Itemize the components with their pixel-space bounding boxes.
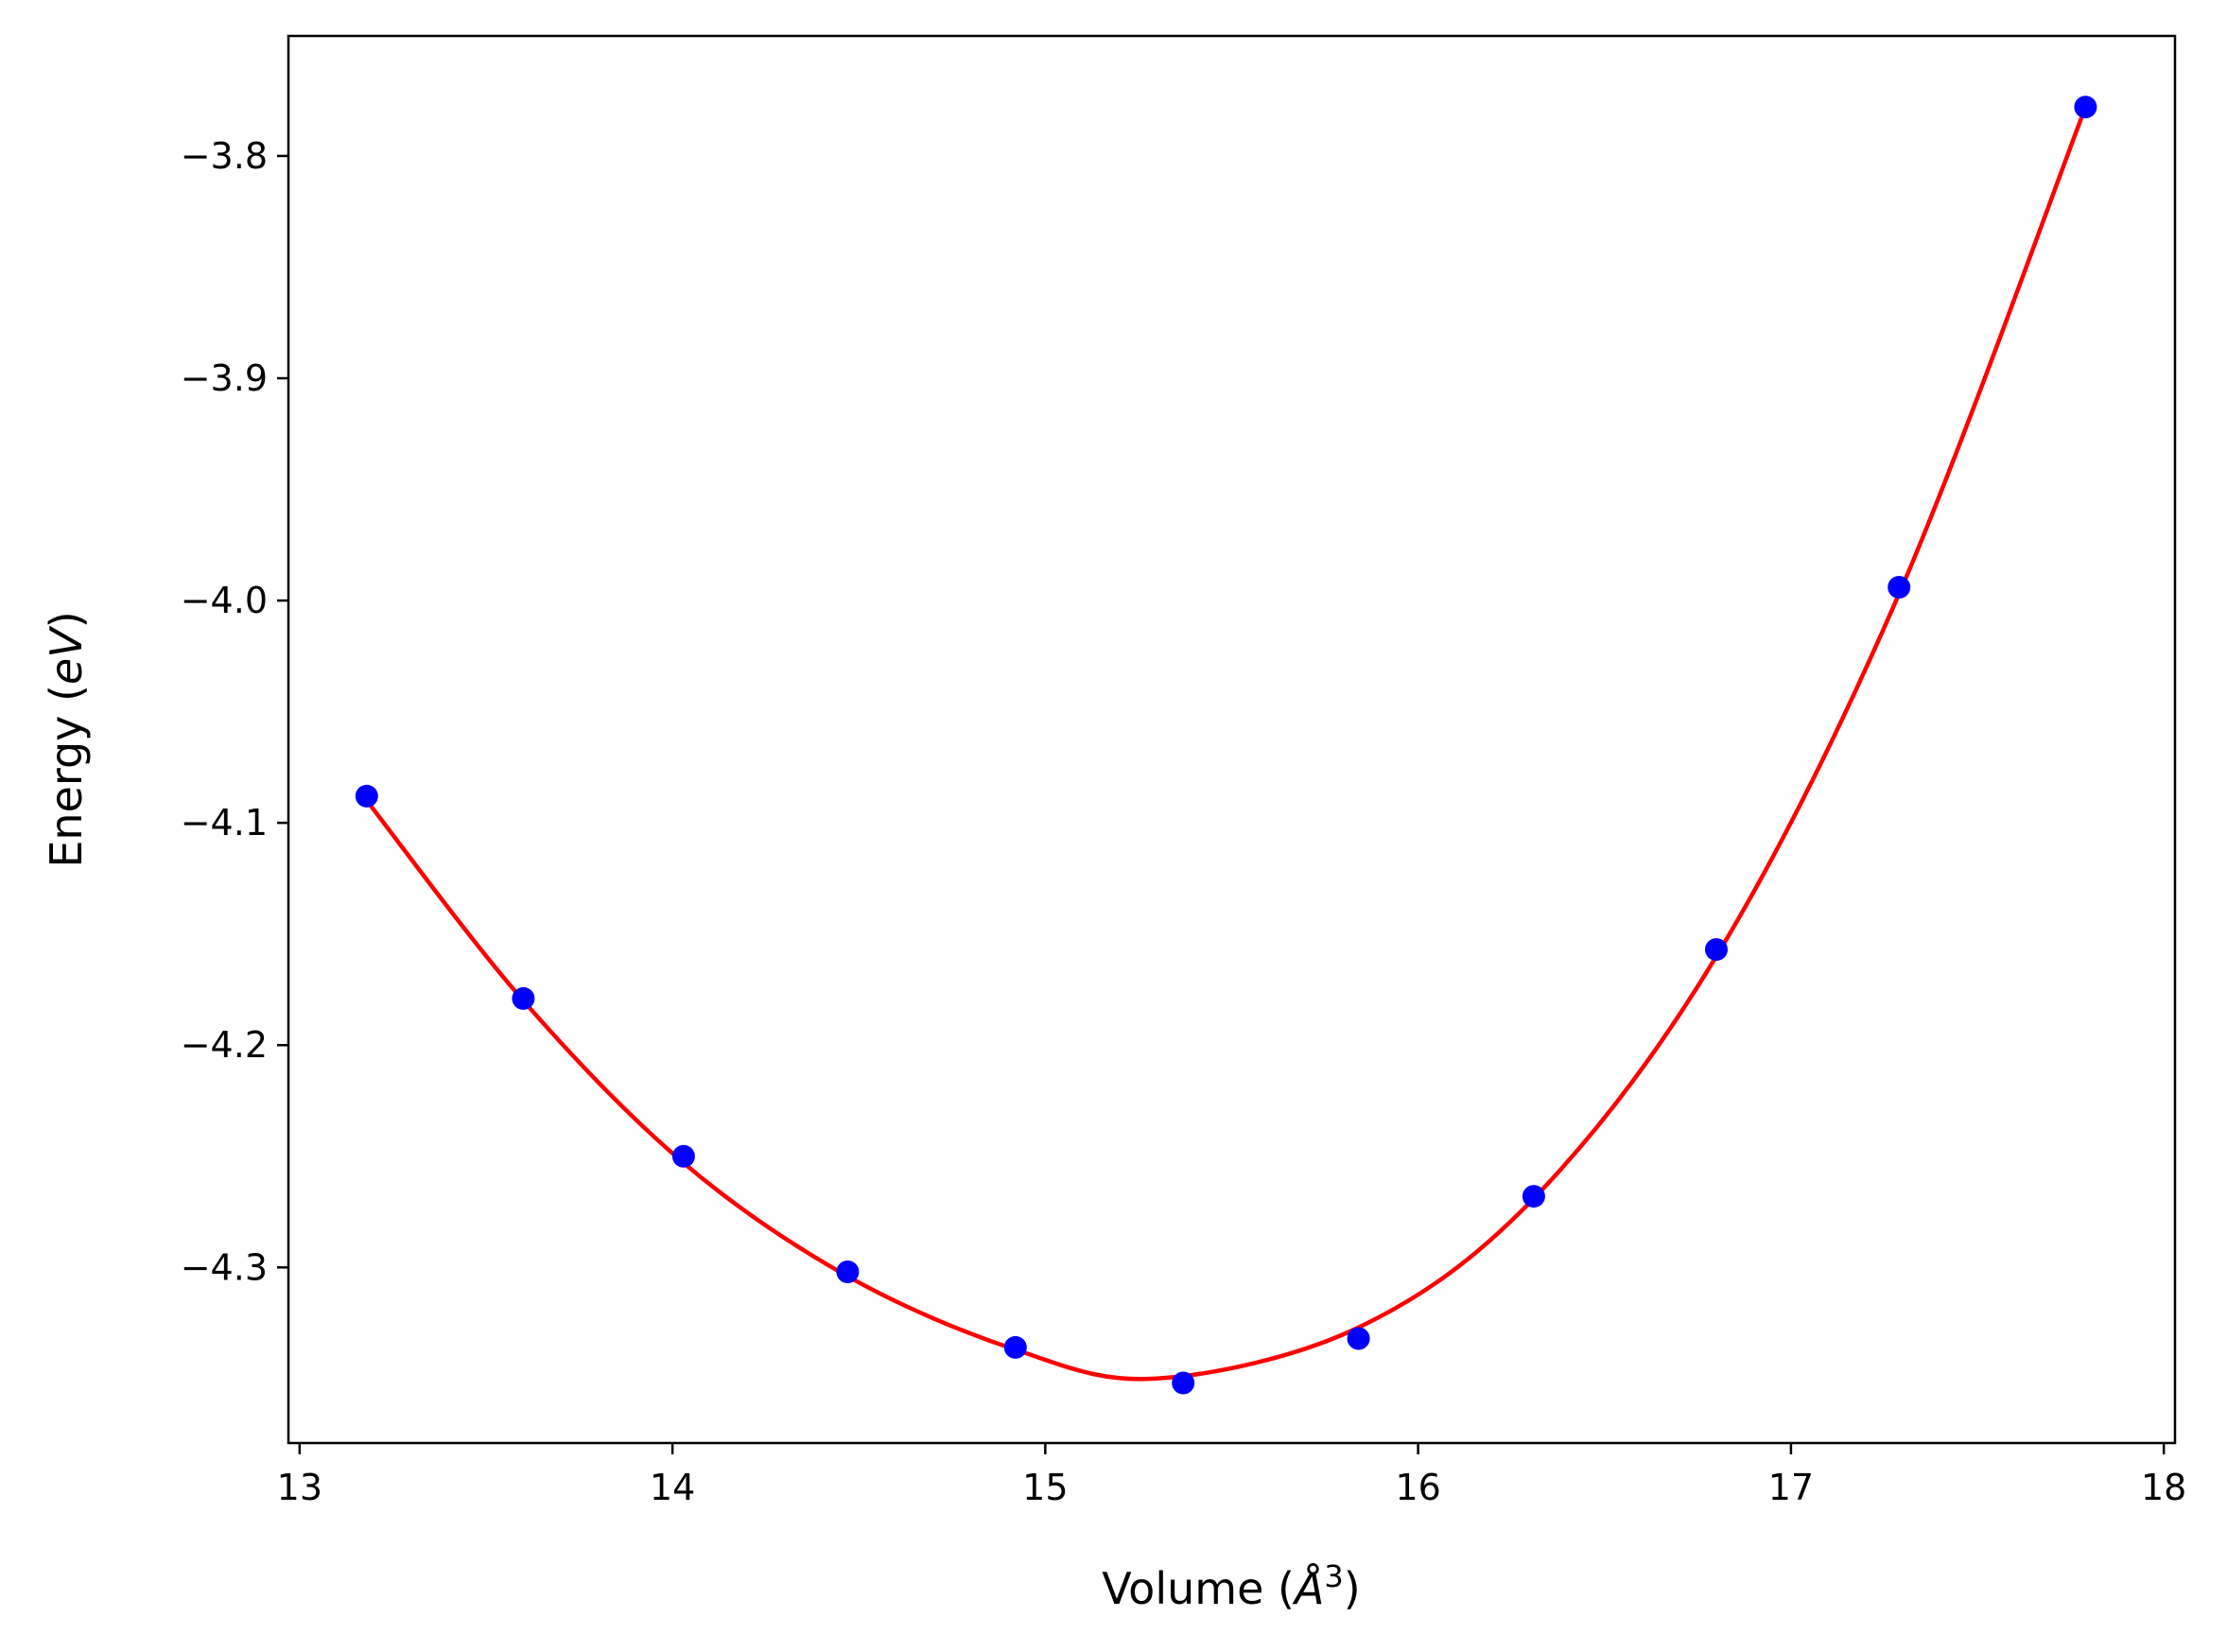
x-tick-label: 14 — [650, 1467, 695, 1508]
y-tick-label: −4.3 — [181, 1246, 268, 1288]
data-point — [836, 1261, 860, 1283]
y-axis: −4.3 −4.2 −4.1 −4.0 −3.9 −3.8 — [181, 135, 288, 1288]
x-tick-label: 18 — [2141, 1467, 2186, 1508]
fit-curve-layer — [365, 106, 2088, 1382]
data-points-layer — [355, 96, 2097, 1395]
y-tick-label: −3.9 — [181, 357, 268, 399]
data-point — [1172, 1371, 1195, 1395]
fit-curve — [365, 106, 2088, 1382]
plot-frame — [287, 34, 2177, 1445]
data-point — [1705, 938, 1728, 962]
data-point — [355, 784, 378, 808]
data-point — [1888, 576, 1911, 599]
data-point — [1522, 1185, 1545, 1209]
y-tick-label: −3.8 — [181, 135, 268, 177]
data-point — [2074, 96, 2097, 119]
data-point — [1347, 1327, 1370, 1350]
plot-area — [288, 36, 2175, 1443]
x-tick-label: 16 — [1395, 1467, 1440, 1508]
x-tick-label: 15 — [1022, 1467, 1068, 1508]
data-point — [671, 1144, 695, 1168]
y-tick-label: −4.2 — [181, 1024, 268, 1066]
x-tick-label: 17 — [1768, 1467, 1814, 1508]
y-tick-label: −4.0 — [181, 580, 268, 621]
y-axis-label: Energy (eV) — [41, 611, 92, 867]
x-axis-label: Volume (Å3) — [1102, 1558, 1360, 1614]
x-axis: 13 14 15 16 17 18 — [277, 1443, 2186, 1508]
data-point — [512, 986, 535, 1010]
data-point — [1003, 1335, 1027, 1359]
y-tick-label: −4.1 — [181, 802, 268, 843]
x-tick-label: 13 — [277, 1467, 322, 1508]
